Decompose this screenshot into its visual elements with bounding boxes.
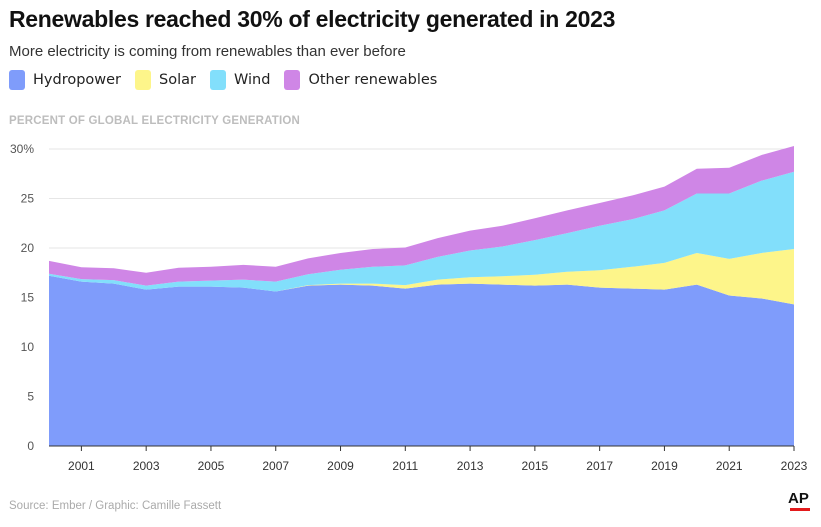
legend-label-hydropower: Hydropower xyxy=(33,72,122,88)
chart-title: Renewables reached 30% of electricity ge… xyxy=(9,6,616,32)
x-tick-label: 2009 xyxy=(327,459,354,473)
legend-item-wind: Wind xyxy=(209,70,271,90)
y-tick-label: 5 xyxy=(27,390,34,404)
x-tick-label: 2015 xyxy=(522,459,549,473)
x-tick-label: 2021 xyxy=(716,459,743,473)
y-tick-label: 20 xyxy=(21,241,35,255)
area-solar xyxy=(49,248,794,305)
legend-item-other-renewables: Other renewables xyxy=(284,70,437,90)
y-tick-label: 10 xyxy=(21,340,35,354)
x-tick-label: 2011 xyxy=(392,459,418,473)
legend-label-solar: Solar xyxy=(159,72,196,88)
chart-subtitle: More electricity is coming from renewabl… xyxy=(9,43,406,60)
legend-item-hydropower: Hydropower xyxy=(9,70,121,90)
x-tick-label: 2005 xyxy=(198,459,225,473)
area-other-renewables xyxy=(49,146,794,286)
x-tick-label: 2003 xyxy=(133,459,160,473)
x-tick-label: 2007 xyxy=(262,459,289,473)
y-tick-label: 25 xyxy=(21,192,35,206)
x-tick-label: 2001 xyxy=(68,459,95,473)
legend: Hydropower Solar Wind Other renewables xyxy=(9,70,451,90)
legend-swatch-hydropower xyxy=(9,70,25,90)
legend-swatch-other-renewables xyxy=(284,70,301,90)
x-tick-label: 2013 xyxy=(457,459,484,473)
y-tick-label: 0 xyxy=(27,439,34,453)
ap-logo: AP xyxy=(788,490,809,507)
y-axis-title: PERCENT OF GLOBAL ELECTRICITY GENERATION xyxy=(9,115,301,127)
x-tick-label: 2023 xyxy=(781,459,808,473)
legend-label-wind: Wind xyxy=(233,72,271,88)
legend-swatch-solar xyxy=(135,70,152,90)
legend-label-other-renewables: Other renewables xyxy=(308,72,438,88)
area-hydropower xyxy=(49,275,794,446)
legend-swatch-wind xyxy=(209,70,226,90)
ap-logo-underline xyxy=(790,508,810,511)
y-tick-label: 15 xyxy=(21,291,35,305)
x-tick-label: 2017 xyxy=(586,459,613,473)
x-tick-label: 2019 xyxy=(651,459,678,473)
area-wind xyxy=(49,171,794,292)
source-credit: Source: Ember / Graphic: Camille Fassett xyxy=(9,500,222,512)
legend-item-solar: Solar xyxy=(135,70,196,90)
y-tick-label: 30% xyxy=(10,142,34,156)
